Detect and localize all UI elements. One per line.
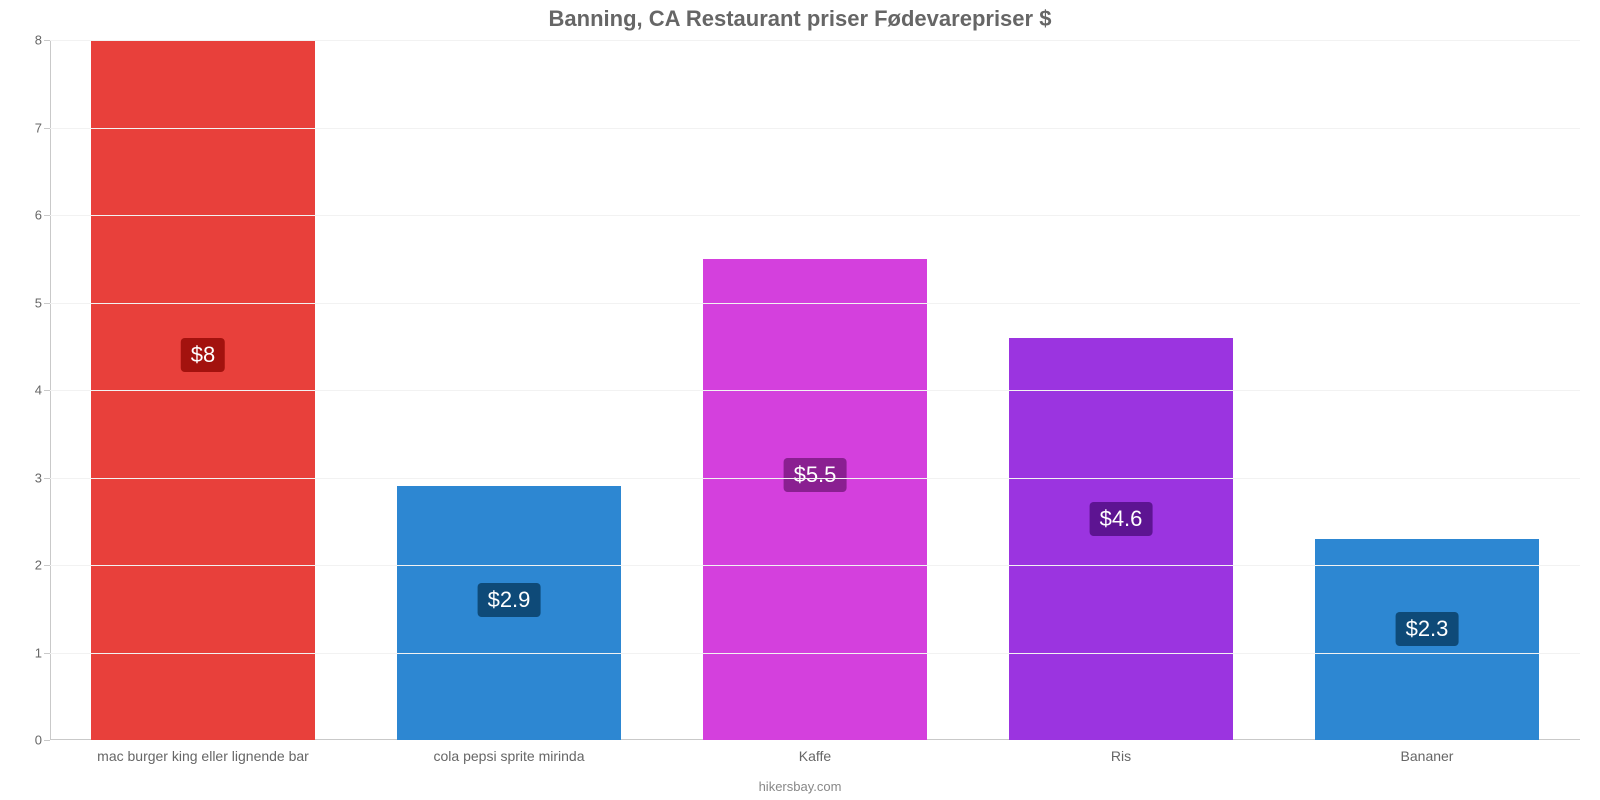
ytick-label: 4 (10, 383, 50, 398)
grid-line (50, 478, 1580, 479)
value-badge: $8 (181, 338, 225, 372)
value-badge: $5.5 (784, 458, 847, 492)
bar (703, 259, 926, 740)
grid-line (50, 653, 1580, 654)
ytick-label: 0 (10, 733, 50, 748)
ytick-label: 7 (10, 120, 50, 135)
grid-line (50, 215, 1580, 216)
ytick-label: 5 (10, 295, 50, 310)
grid-line (50, 303, 1580, 304)
bar (1009, 338, 1232, 741)
value-badge: $4.6 (1090, 502, 1153, 536)
xtick-label: Kaffe (799, 740, 831, 764)
xtick-label: Bananer (1401, 740, 1454, 764)
grid-line (50, 40, 1580, 41)
grid-line (50, 128, 1580, 129)
ytick-label: 1 (10, 645, 50, 660)
plot-area: $8mac burger king eller lignende bar$2.9… (50, 40, 1580, 740)
xtick-label: Ris (1111, 740, 1131, 764)
grid-line (50, 565, 1580, 566)
ytick-label: 2 (10, 558, 50, 573)
chart-title: Banning, CA Restaurant priser Fødevarepr… (0, 6, 1600, 32)
grid-line (50, 390, 1580, 391)
chart-caption: hikersbay.com (0, 779, 1600, 794)
ytick-label: 8 (10, 33, 50, 48)
value-badge: $2.3 (1396, 612, 1459, 646)
xtick-label: cola pepsi sprite mirinda (434, 740, 585, 764)
price-bar-chart: Banning, CA Restaurant priser Fødevarepr… (0, 0, 1600, 800)
xtick-label: mac burger king eller lignende bar (97, 740, 309, 764)
ytick-label: 3 (10, 470, 50, 485)
value-badge: $2.9 (478, 583, 541, 617)
ytick-label: 6 (10, 208, 50, 223)
